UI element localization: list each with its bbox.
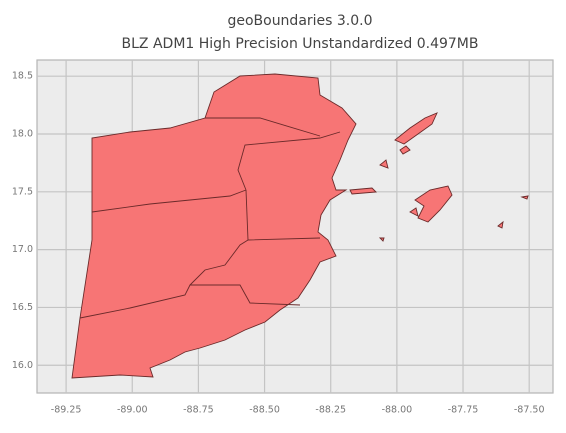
district-border (237, 131, 341, 191)
y-tick-label: 18.5 (12, 71, 33, 82)
island (399, 145, 411, 155)
island (349, 187, 378, 195)
y-tick-label: 18.0 (12, 129, 33, 140)
x-tick-label: -88.25 (315, 405, 346, 416)
district-border (205, 117, 321, 137)
island (378, 237, 385, 242)
chart-subtitle: BLZ ADM1 High Precision Unstandardized 0… (122, 36, 479, 52)
island (497, 220, 504, 229)
district-border (189, 239, 249, 286)
mainland (71, 73, 357, 379)
island (394, 112, 438, 145)
island (414, 185, 453, 223)
x-tick-label: -87.50 (514, 405, 545, 416)
x-tick-label: -88.00 (382, 405, 413, 416)
island (520, 195, 529, 200)
x-tick-label: -88.75 (183, 405, 214, 416)
y-tick-label: 17.0 (12, 244, 33, 255)
chart-title: geoBoundaries 3.0.0 (227, 13, 372, 29)
y-tick-label: 16.5 (12, 302, 33, 313)
y-tick-label: 16.0 (12, 360, 33, 371)
x-tick-label: -88.50 (249, 405, 280, 416)
land (71, 73, 529, 379)
x-tick-label: -89.25 (51, 405, 82, 416)
x-tick-label: -89.00 (117, 405, 148, 416)
district-border (91, 189, 247, 213)
x-tick-label: -87.75 (448, 405, 479, 416)
island (379, 159, 389, 169)
y-tick-label: 17.5 (12, 186, 33, 197)
island (409, 207, 419, 217)
district-borders (79, 117, 341, 319)
